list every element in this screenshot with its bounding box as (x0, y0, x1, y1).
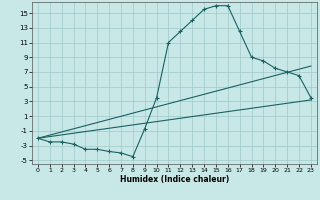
X-axis label: Humidex (Indice chaleur): Humidex (Indice chaleur) (120, 175, 229, 184)
